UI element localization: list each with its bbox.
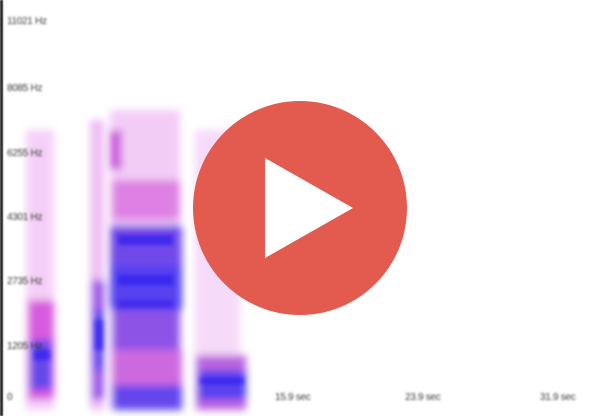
frequency-axis-line: [0, 0, 3, 416]
time-label: 15.9 sec: [275, 392, 311, 403]
play-icon: [265, 158, 353, 258]
play-button[interactable]: [193, 101, 407, 315]
frequency-label: 6255 Hz: [7, 148, 43, 159]
time-label: 23.9 sec: [405, 392, 441, 403]
frequency-label: 2735 Hz: [7, 276, 43, 287]
time-label: 31.9 sec: [540, 392, 576, 403]
frequency-label: 1205 Hz: [7, 341, 43, 352]
frequency-label: 8085 Hz: [7, 83, 43, 94]
frequency-label: 4301 Hz: [7, 212, 43, 223]
frequency-label: 11021 Hz: [7, 16, 47, 27]
frequency-label: 0: [7, 392, 13, 403]
